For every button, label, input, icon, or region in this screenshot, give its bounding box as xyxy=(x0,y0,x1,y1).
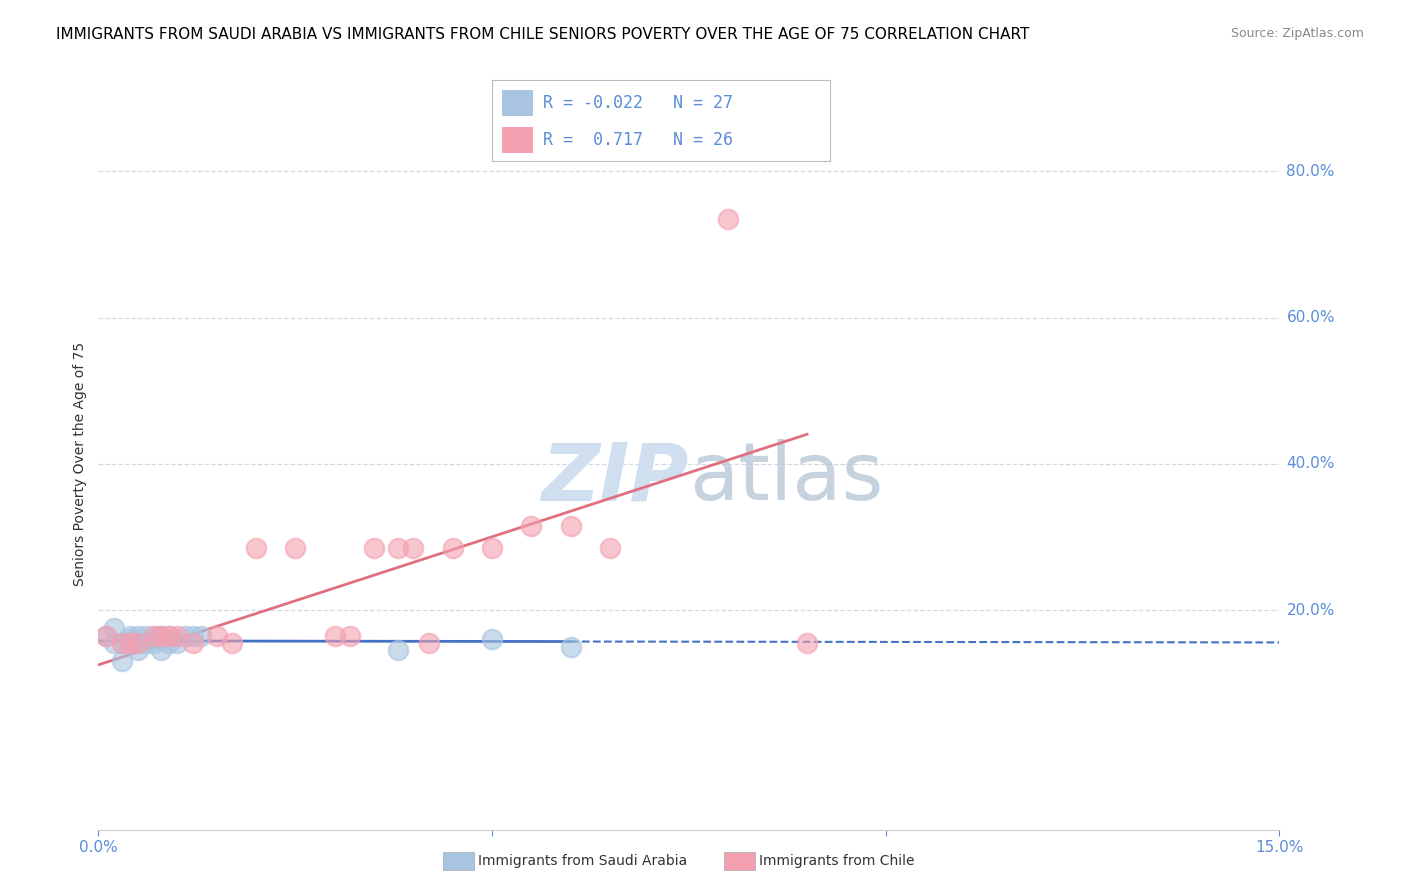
FancyBboxPatch shape xyxy=(502,90,533,116)
Text: Immigrants from Saudi Arabia: Immigrants from Saudi Arabia xyxy=(478,854,688,868)
Point xyxy=(796,636,818,650)
Point xyxy=(157,629,180,643)
Point xyxy=(339,629,361,643)
Point xyxy=(118,632,141,647)
Text: 20.0%: 20.0% xyxy=(1286,603,1334,617)
Point xyxy=(142,629,165,643)
Point xyxy=(387,541,409,555)
Point xyxy=(142,636,165,650)
Point xyxy=(181,629,204,643)
Point xyxy=(157,629,180,643)
Point xyxy=(363,541,385,555)
Point xyxy=(150,629,173,643)
Point xyxy=(560,519,582,533)
Text: 80.0%: 80.0% xyxy=(1286,164,1334,178)
Point xyxy=(284,541,307,555)
Point xyxy=(481,632,503,647)
Point xyxy=(174,629,197,643)
Point xyxy=(111,636,134,650)
Point xyxy=(181,636,204,650)
Point xyxy=(142,629,165,643)
Point xyxy=(418,636,440,650)
FancyBboxPatch shape xyxy=(502,127,533,153)
Point xyxy=(127,629,149,643)
Text: Source: ZipAtlas.com: Source: ZipAtlas.com xyxy=(1230,27,1364,40)
Point xyxy=(717,211,740,226)
Point xyxy=(135,636,157,650)
Point xyxy=(221,636,243,650)
Text: R =  0.717   N = 26: R = 0.717 N = 26 xyxy=(543,131,733,149)
Point xyxy=(103,636,125,650)
Text: 40.0%: 40.0% xyxy=(1286,457,1334,471)
Point xyxy=(150,632,173,647)
Y-axis label: Seniors Poverty Over the Age of 75: Seniors Poverty Over the Age of 75 xyxy=(73,342,87,586)
Point xyxy=(111,636,134,650)
Point xyxy=(520,519,543,533)
Point xyxy=(166,629,188,643)
Point xyxy=(560,640,582,654)
Point xyxy=(205,629,228,643)
Text: R = -0.022   N = 27: R = -0.022 N = 27 xyxy=(543,94,733,112)
Point xyxy=(166,636,188,650)
Point xyxy=(387,643,409,657)
Point xyxy=(111,654,134,668)
Text: atlas: atlas xyxy=(689,440,883,517)
Point xyxy=(103,622,125,636)
Point xyxy=(245,541,267,555)
Point xyxy=(118,629,141,643)
Point xyxy=(157,636,180,650)
Text: 60.0%: 60.0% xyxy=(1286,310,1334,325)
Point xyxy=(323,629,346,643)
Point xyxy=(150,643,173,657)
Text: ZIP: ZIP xyxy=(541,440,689,517)
Point xyxy=(402,541,425,555)
Point xyxy=(127,636,149,650)
Text: Immigrants from Chile: Immigrants from Chile xyxy=(759,854,915,868)
Point xyxy=(127,636,149,650)
Point xyxy=(127,643,149,657)
Point xyxy=(190,629,212,643)
Point xyxy=(150,629,173,643)
Point xyxy=(135,629,157,643)
Point xyxy=(118,636,141,650)
Point xyxy=(481,541,503,555)
Point xyxy=(96,629,118,643)
Point xyxy=(96,629,118,643)
Text: IMMIGRANTS FROM SAUDI ARABIA VS IMMIGRANTS FROM CHILE SENIORS POVERTY OVER THE A: IMMIGRANTS FROM SAUDI ARABIA VS IMMIGRAN… xyxy=(56,27,1029,42)
Point xyxy=(441,541,464,555)
Point xyxy=(599,541,621,555)
Point xyxy=(118,636,141,650)
